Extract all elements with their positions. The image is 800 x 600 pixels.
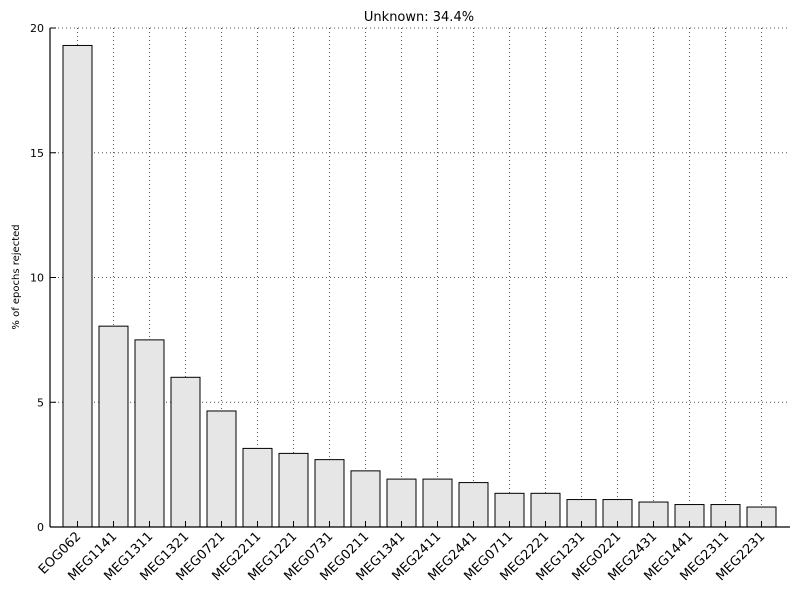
bar-meg1341: [386, 478, 417, 528]
axes: [49, 27, 790, 528]
bar-meg2441: [458, 482, 489, 528]
bar-meg1141: [98, 325, 129, 528]
y-tick-label-1: 5: [37, 396, 44, 409]
bar-meg2211: [242, 447, 273, 528]
bar-meg1221: [278, 452, 309, 528]
bar-meg0721: [206, 410, 237, 528]
y-axis-label: % of epochs rejected: [11, 224, 22, 329]
bar-meg2411: [422, 478, 453, 528]
y-tick-label-3: 15: [30, 147, 44, 160]
y-tick-label-4: 20: [30, 22, 44, 35]
bar-meg0731: [314, 459, 345, 528]
bar-meg0211: [350, 470, 381, 528]
y-tick-label-2: 10: [30, 272, 44, 285]
chart-title: Unknown: 34.4%: [364, 10, 474, 25]
x-tick-labels: EOG062MEG1141MEG1311MEG1321MEG0721MEG221…: [36, 529, 768, 584]
y-tick-labels: 0 5 10 15 20: [30, 22, 44, 534]
bar-meg1321: [170, 376, 201, 528]
bar-meg1311: [134, 339, 165, 528]
bars-group: [62, 44, 777, 528]
y-tick-label-0: 0: [37, 521, 44, 534]
bar-eog062: [62, 44, 93, 528]
grid-lines: [50, 27, 790, 527]
